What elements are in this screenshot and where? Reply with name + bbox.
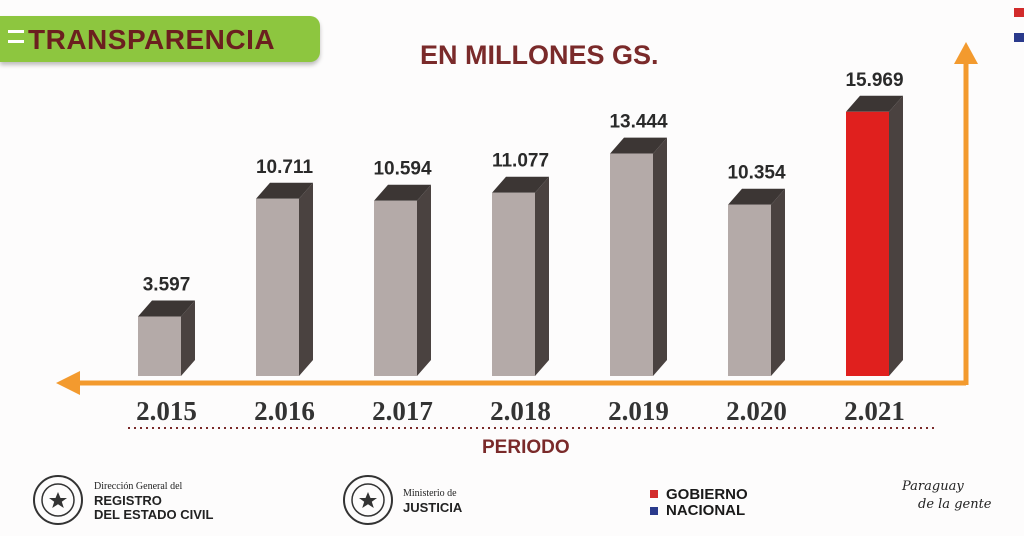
chart-title: EN MILLONES GS. [420, 40, 659, 70]
bar [138, 316, 181, 376]
data-label: 10.711 [256, 157, 313, 178]
badge-dash [8, 40, 24, 43]
x-tick-label: 2.020 [726, 396, 787, 426]
bar [610, 153, 653, 376]
blue-square-icon [650, 507, 658, 515]
bar-top [374, 184, 431, 201]
red-square-icon [650, 490, 658, 498]
registro-seal-logo [32, 474, 84, 531]
bar-side [653, 137, 667, 376]
flag-blue-square [1014, 33, 1024, 42]
x-tick-label: 2.018 [490, 396, 551, 426]
data-label: 15.969 [845, 70, 903, 91]
bar-top [610, 137, 667, 154]
data-label: 10.594 [373, 159, 432, 180]
bar-side [181, 300, 195, 376]
slogan-line2: de la gente [918, 497, 992, 512]
bar-top [846, 95, 903, 112]
paraguay-seal-icon [33, 475, 83, 525]
bar-side [771, 188, 785, 376]
badge-title: TRANSPARENCIA [28, 24, 276, 55]
bar [846, 111, 889, 376]
badge-dash [8, 30, 24, 33]
x-tick-label: 2.016 [254, 396, 315, 426]
bar-top [138, 300, 195, 317]
x-tick-label: 2.019 [608, 396, 669, 426]
bar-top [256, 182, 313, 199]
slogan-line1: Paraguay [902, 479, 964, 494]
bar-side [535, 176, 549, 376]
registro-line2: REGISTRO [94, 493, 162, 508]
x-axis-label: PERIODO [482, 437, 570, 458]
x-axis-arrow-icon [56, 371, 80, 395]
bar [256, 198, 299, 376]
gobierno-line2: NACIONAL [666, 502, 746, 519]
bar [374, 200, 417, 376]
x-tick-label: 2.015 [136, 396, 197, 426]
justicia-seal-logo [342, 474, 394, 531]
x-tick-label: 2.021 [844, 396, 905, 426]
x-tick-label: 2.017 [372, 396, 433, 426]
flag-red-square [1014, 8, 1024, 17]
y-axis-arrow-icon [954, 42, 978, 64]
paraguay-seal-icon [343, 475, 393, 525]
title-badge [0, 16, 320, 62]
justicia-line2: JUSTICIA [403, 500, 463, 515]
data-label: 3.597 [143, 274, 191, 295]
registro-line3: DEL ESTADO CIVIL [94, 507, 214, 522]
bar-side [299, 182, 313, 376]
bar-top [492, 176, 549, 193]
bar [728, 204, 771, 376]
bar-side [889, 95, 903, 376]
justicia-line1: Ministerio de [403, 488, 457, 499]
data-label: 10.354 [727, 163, 786, 184]
gobierno-line1: GOBIERNO [666, 486, 748, 503]
data-label: 13.444 [609, 112, 668, 133]
slogan-logo: Paraguay de la gente [902, 478, 992, 514]
registro-line1: Dirección General del [94, 481, 183, 492]
bar [492, 192, 535, 376]
bar-side [417, 184, 431, 376]
data-label: 11.077 [492, 151, 549, 172]
bar-top [728, 188, 785, 205]
flag-strip [1014, 0, 1024, 54]
